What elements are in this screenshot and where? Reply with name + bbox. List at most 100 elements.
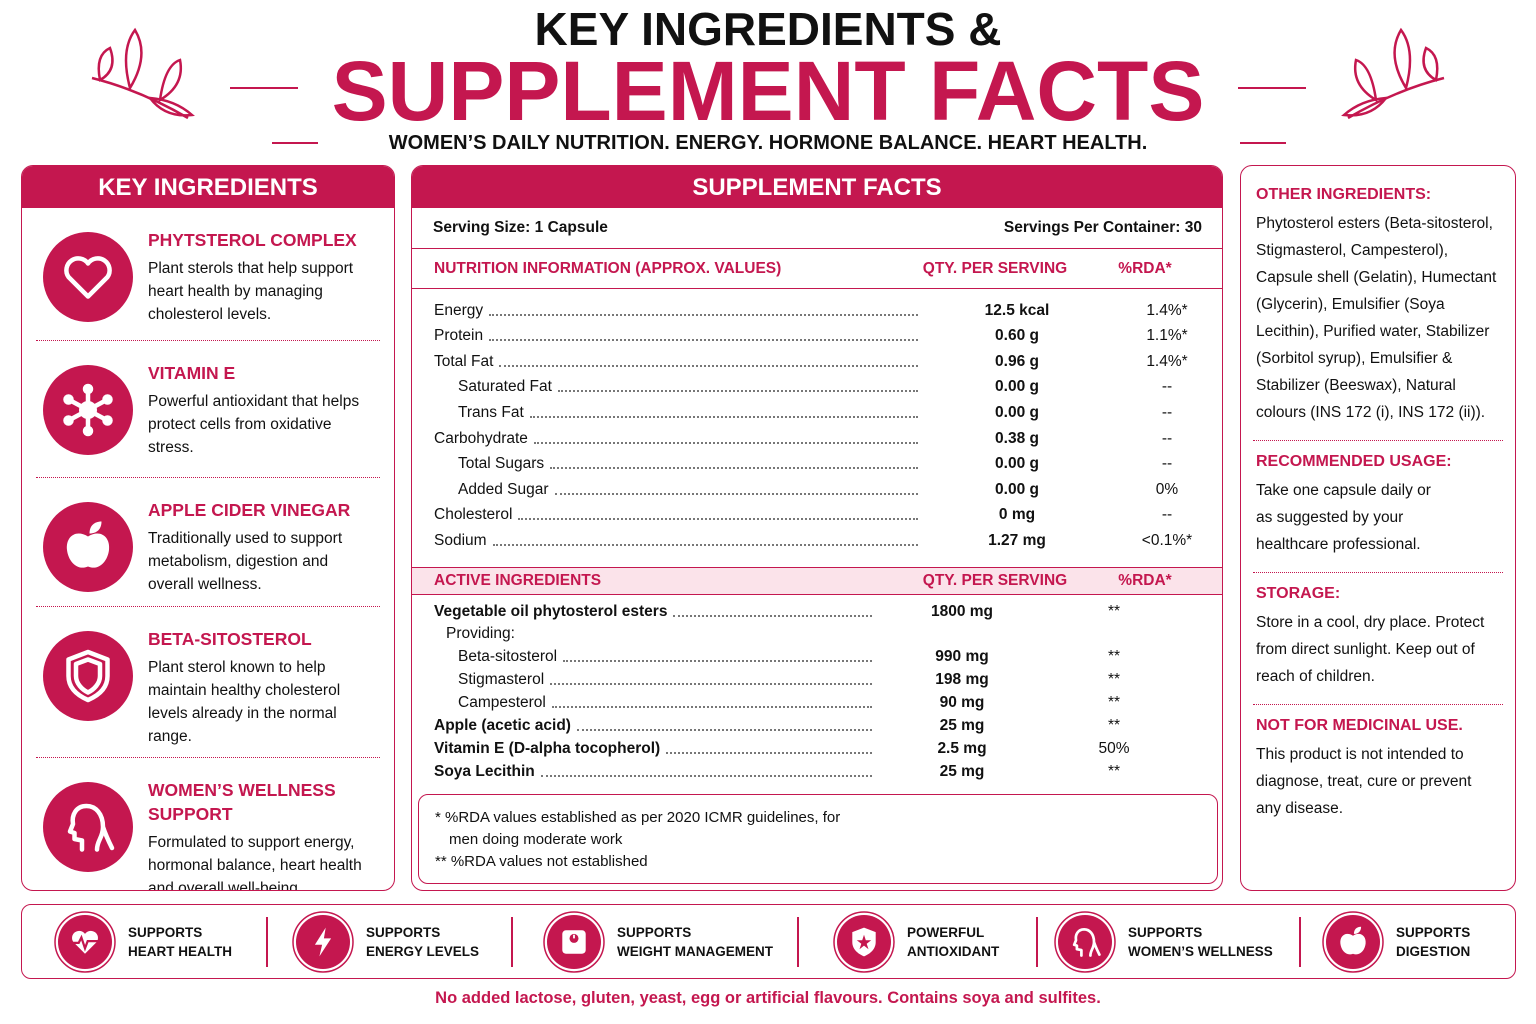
- benefit-line2: HEART HEALTH: [128, 944, 232, 959]
- nutrient-name: Sodium: [434, 531, 487, 549]
- nutrient-name: Trans Fat: [458, 403, 524, 421]
- rda: **: [1107, 648, 1121, 665]
- info-section: STORAGE: Store in a cool, dry place. Prot…: [1253, 573, 1503, 705]
- leader: [540, 775, 872, 777]
- fact-row: Total Sugars 0.00 g --: [434, 449, 1222, 475]
- quantity: 0.00 g: [995, 403, 1039, 421]
- benefit-text: SUPPORTS ENERGY LEVELS: [366, 923, 479, 961]
- icon-shape: [852, 927, 876, 957]
- icon-shape: [66, 521, 110, 568]
- icon-shape: [1422, 46, 1439, 82]
- icon-shape: [82, 425, 94, 437]
- fact-row: Saturated Fat 0.00 g --: [434, 372, 1222, 398]
- separator: [266, 917, 268, 967]
- other-info-panel: OTHER INGREDIENTS: Phytosterol esters (Be…: [1240, 165, 1516, 891]
- key-ingredients-panel: KEY INGREDIENTS PHYTSTEROL COMPLEX Plant …: [21, 165, 395, 891]
- info-heading: NOT FOR MEDICINAL USE.: [1256, 717, 1463, 734]
- rda: **: [1107, 671, 1121, 688]
- ingredient-description: Plant sterols that help support heart he…: [148, 260, 354, 323]
- icon-shape: [1054, 911, 1116, 973]
- quantity: 0.60 g: [995, 327, 1039, 345]
- icon-shape: [73, 657, 103, 695]
- icon-shape: [102, 415, 113, 426]
- nutrient-name: Apple (acetic acid): [434, 717, 571, 734]
- leader: [533, 441, 918, 444]
- rda: 50%: [1098, 740, 1130, 757]
- benefit-line2: WEIGHT MANAGEMENT: [617, 944, 773, 959]
- icon-shape: [1340, 926, 1366, 955]
- benefit-line1: SUPPORTS: [617, 925, 692, 940]
- icon-shape: [124, 27, 143, 92]
- quantity: 0.96 g: [995, 352, 1039, 370]
- benefit-text: POWERFUL ANTIOXIDANT: [907, 923, 999, 961]
- separator: [797, 917, 799, 967]
- icon: [43, 631, 133, 721]
- serving-row: Serving Size: 1 Capsule Servings Per Con…: [412, 208, 1222, 249]
- benefit-line1: SUPPORTS: [128, 925, 203, 940]
- rda: <0.1%*: [1141, 531, 1193, 549]
- sub-label: Providing:: [446, 625, 515, 642]
- icon-shape: [66, 649, 110, 703]
- quantity: 12.5 kcal: [984, 301, 1050, 319]
- title-line2: SUPPLEMENT FACTS: [331, 44, 1205, 138]
- panel-heading: SUPPLEMENT FACTS: [412, 166, 1222, 208]
- ingredient: APPLE CIDER VINEGAR Traditionally used to…: [36, 478, 380, 607]
- benefit-line2: DIGESTION: [1396, 944, 1471, 959]
- supplement-facts-panel: SUPPLEMENT FACTS Serving Size: 1 Capsule…: [411, 165, 1223, 891]
- rda: **: [1107, 717, 1121, 734]
- separator: [1036, 917, 1038, 967]
- icon-shape: [1058, 915, 1112, 969]
- ingredient: PHYTSTEROL COMPLEX Plant sterols that hel…: [36, 208, 380, 341]
- branch-right: [1341, 27, 1445, 120]
- info-section: NOT FOR MEDICINAL USE. This product is no…: [1253, 705, 1503, 836]
- quantity: 0.38 g: [995, 429, 1039, 447]
- info-heading: RECOMMENDED USAGE:: [1256, 453, 1452, 470]
- icon: [43, 232, 133, 322]
- table-body: Vegetable oil phytosterol esters 1800 mg *…: [412, 595, 1222, 782]
- ingredient-text: WOMEN’S WELLNESS SUPPORT Formulated to su…: [148, 778, 378, 890]
- info-text: Take one capsule daily or as suggested b…: [1256, 482, 1431, 553]
- icon-shape: [314, 927, 332, 957]
- quantity: 1.27 mg: [988, 531, 1046, 549]
- ingredient: VITAMIN E Powerful antioxidant that helps…: [36, 341, 380, 478]
- icon-shape: [63, 383, 113, 437]
- fact-row: Vitamin E (D-alpha tocopherol) 2.5 mg 50%: [434, 736, 1180, 759]
- quantity: 2.5 mg: [937, 740, 987, 757]
- icon-shape: [1353, 58, 1378, 103]
- icon-shape: [71, 930, 99, 954]
- nutrient-name: Vegetable oil phytosterol esters: [434, 603, 668, 620]
- icon-shape: [89, 521, 102, 534]
- info-section: RECOMMENDED USAGE: Take one capsule daily…: [1253, 441, 1503, 573]
- fact-row: Vegetable oil phytosterol esters 1800 mg *…: [434, 599, 1180, 622]
- icon-shape: [1072, 928, 1101, 957]
- footnote-box: * %RDA values established as per 2020 IC…: [418, 794, 1218, 884]
- benefit: SUPPORTS ENERGY LEVELS: [292, 905, 479, 978]
- column-header: QTY. PER SERVING: [922, 572, 1068, 589]
- icon-shape: [82, 383, 94, 395]
- fact-row: Sodium 1.27 mg <0.1%*: [434, 525, 1222, 551]
- benefit-line1: POWERFUL: [907, 925, 985, 940]
- rda: --: [1161, 506, 1173, 524]
- benefit-line1: SUPPORTS: [1396, 925, 1471, 940]
- fact-row: Cholesterol 0 mg --: [434, 500, 1222, 526]
- icon-shape: [64, 256, 112, 299]
- column-header: QTY. PER SERVING: [922, 259, 1068, 277]
- nutrient-name: Saturated Fat: [458, 378, 552, 396]
- icon-shape: [1072, 928, 1101, 957]
- quantity: 25 mg: [939, 717, 985, 734]
- separator: [511, 917, 513, 967]
- benefit-text: SUPPORTS WOMEN’S WELLNESS: [1128, 923, 1273, 961]
- rda: --: [1161, 378, 1173, 396]
- leader: [550, 467, 918, 470]
- icon-shape: [292, 911, 354, 973]
- icon-shape: [833, 911, 895, 973]
- quantity: 0 mg: [998, 506, 1036, 524]
- info-text: Phytosterol esters (Beta-sitosterol, Sti…: [1256, 215, 1497, 421]
- icon: [43, 782, 133, 872]
- nutrient-name: Vitamin E (D-alpha tocopherol): [434, 740, 661, 757]
- ingredient-text: VITAMIN E Powerful antioxidant that helps…: [148, 361, 378, 459]
- icon-shape: [64, 256, 112, 299]
- ingredient-name: PHYTSTEROL COMPLEX: [148, 230, 357, 250]
- quantity: 990 mg: [935, 648, 989, 665]
